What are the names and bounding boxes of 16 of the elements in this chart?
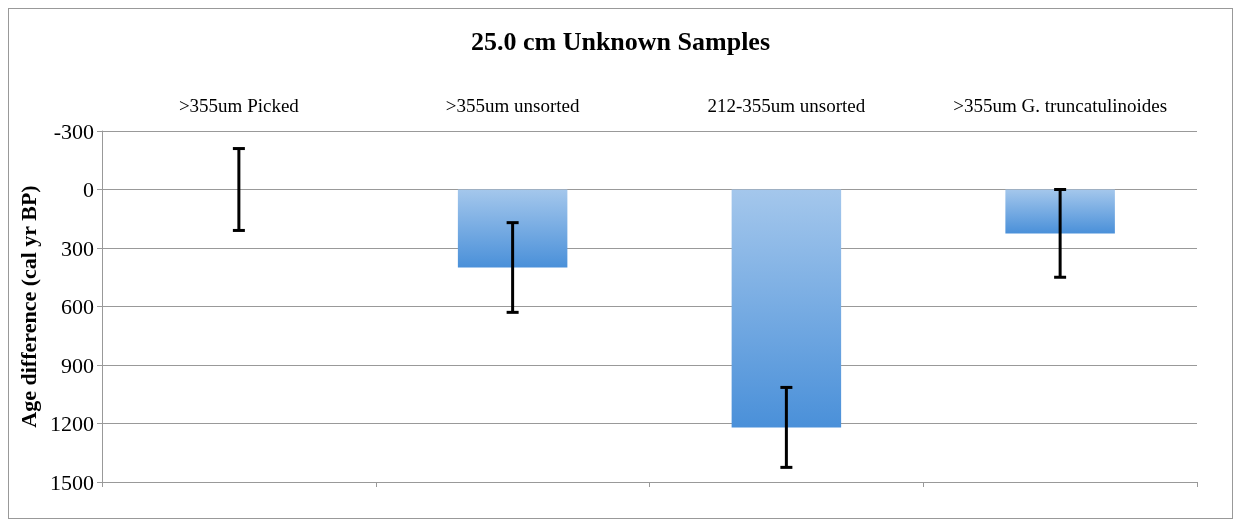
chart-title: 25.0 cm Unknown Samples	[470, 26, 771, 56]
x-tick-label: >355um unsorted	[445, 95, 580, 116]
x-tick-label: >355um Picked	[178, 95, 300, 116]
y-axis-title: Age difference (cal yr BP)	[15, 185, 41, 428]
y-tick-label: 1200	[50, 411, 94, 436]
y-tick-label: 300	[61, 235, 94, 261]
y-tick-label: 1500	[50, 469, 94, 495]
y-tick-label: 0	[83, 177, 94, 202]
y-tick-label: 600	[61, 294, 94, 319]
bar	[457, 189, 568, 268]
bar	[731, 189, 842, 428]
bar	[1005, 189, 1115, 234]
y-tick-label: 900	[61, 352, 94, 378]
x-tick-label: 212-355um unsorted	[707, 95, 866, 116]
x-tick-label: >355um G. truncatulinoides	[953, 95, 1168, 116]
y-tick-label: -300	[53, 118, 94, 144]
